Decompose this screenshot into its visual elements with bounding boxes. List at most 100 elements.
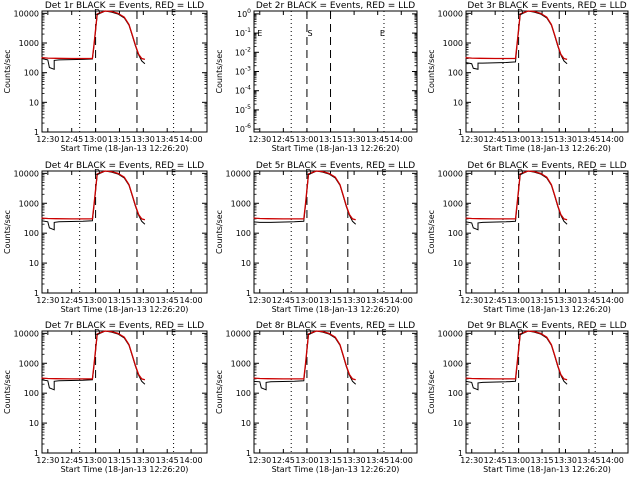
x-tick-label: 12:45	[272, 135, 295, 144]
x-tick-label: 13:30	[343, 456, 366, 465]
events-series-line	[253, 330, 357, 391]
y-tick-label: 10	[241, 259, 251, 268]
y-tick-label: 1000	[443, 359, 463, 368]
x-tick-label: 13:15	[531, 135, 554, 144]
x-tick-label: 13:45	[366, 135, 389, 144]
marker-label: D	[517, 8, 523, 17]
y-tick-label: 100	[24, 69, 39, 78]
x-tick-label: 12:30	[460, 456, 483, 465]
x-tick-label: 14:00	[601, 296, 624, 305]
x-tick-label: 14:00	[390, 135, 413, 144]
y-axis-label: Counts/sec	[215, 210, 224, 254]
chart-panel-9: Det 9r BLACK = Events, RED = LLD Counts/s…	[427, 321, 629, 474]
chart-panel-5: Det 5r BLACK = Events, RED = LLD Counts/s…	[215, 161, 418, 314]
y-tick-label: 10	[29, 259, 39, 268]
x-tick-label: 13:30	[343, 135, 366, 144]
x-tick-label: 14:00	[180, 456, 203, 465]
y-tick-label: 10-2	[235, 46, 251, 57]
x-tick-label: 14:00	[601, 456, 624, 465]
events-series-line	[465, 10, 568, 70]
y-tick-label: 10000	[438, 9, 463, 18]
y-tick-label: 1000	[19, 359, 39, 368]
x-axis-label: Start Time (18-Jan-13 12:26:20)	[483, 144, 611, 153]
y-tick-label: 100	[448, 69, 463, 78]
x-tick-label: 12:45	[484, 296, 507, 305]
y-tick-label: 100	[237, 8, 251, 19]
chart-panel-4: Det 4r BLACK = Events, RED = LLD Counts/s…	[3, 161, 208, 314]
y-tick-label: 10-1	[235, 27, 251, 38]
x-tick-label: 13:45	[577, 296, 600, 305]
chart-panel-7: Det 7r BLACK = Events, RED = LLD Counts/s…	[3, 321, 208, 474]
x-tick-label: 12:30	[36, 296, 59, 305]
y-tick-label: 100	[24, 389, 39, 398]
x-tick-label: 14:00	[180, 135, 203, 144]
y-tick-label: 100	[236, 229, 251, 238]
x-tick-label: 14:00	[390, 456, 413, 465]
x-tick-label: 12:45	[272, 296, 295, 305]
x-tick-label: 13:00	[507, 135, 530, 144]
marker-label: E	[380, 29, 385, 38]
lld-series-line	[41, 10, 146, 61]
y-tick-label: 10000	[226, 329, 251, 338]
y-tick-label: 10-6	[235, 123, 251, 134]
plot-frame	[41, 170, 208, 294]
x-tick-label: 13:45	[577, 456, 600, 465]
y-tick-label: 10000	[226, 169, 251, 178]
x-axis-label: Start Time (18-Jan-13 12:26:20)	[61, 144, 189, 153]
y-tick-label: 1000	[443, 39, 463, 48]
x-tick-label: 12:45	[484, 456, 507, 465]
x-axis-label: Start Time (18-Jan-13 12:26:20)	[61, 305, 189, 314]
lld-series-line	[41, 170, 146, 221]
y-axis-label: Counts/sec	[427, 49, 436, 93]
marker-label: E	[381, 168, 386, 177]
y-tick-label: 1	[246, 289, 251, 298]
x-tick-label: 12:30	[460, 296, 483, 305]
plot-frame	[465, 330, 629, 454]
events-series-line	[41, 10, 146, 71]
y-tick-label: 10	[453, 98, 463, 107]
lld-series-line	[253, 330, 356, 381]
x-tick-label: 13:30	[132, 135, 155, 144]
marker-label: E	[171, 328, 176, 337]
x-tick-label: 13:00	[295, 296, 318, 305]
marker-label: E	[381, 328, 386, 337]
y-tick-label: 10-5	[235, 104, 251, 115]
lld-series-line	[465, 170, 568, 221]
y-tick-label: 1	[34, 289, 39, 298]
marker-label: D	[517, 328, 523, 337]
y-axis-label: Counts/sec	[3, 49, 12, 93]
chart-panel-6: Det 6r BLACK = Events, RED = LLD Counts/s…	[427, 161, 629, 314]
y-tick-label: 100	[448, 389, 463, 398]
x-axis-label: Start Time (18-Jan-13 12:26:20)	[272, 144, 400, 153]
x-tick-label: 13:30	[343, 296, 366, 305]
marker-label: S	[308, 29, 313, 38]
x-tick-label: 13:45	[366, 456, 389, 465]
y-axis-label: Counts/sec	[215, 370, 224, 414]
x-tick-label: 13:15	[108, 296, 131, 305]
x-tick-label: 13:00	[84, 135, 107, 144]
lld-series-line	[465, 10, 568, 61]
lld-series-line	[41, 330, 146, 381]
y-tick-label: 1	[34, 449, 39, 458]
marker-label: E	[593, 168, 598, 177]
x-tick-label: 12:45	[60, 296, 83, 305]
y-tick-label: 10000	[14, 9, 39, 18]
y-tick-label: 100	[236, 389, 251, 398]
marker-label: E	[257, 29, 262, 38]
chart-title: Det 8r BLACK = Events, RED = LLD	[256, 321, 415, 331]
y-tick-label: 1000	[19, 39, 39, 48]
y-axis-label: Counts/sec	[427, 210, 436, 254]
lld-series-line	[253, 170, 356, 221]
marker-label: D	[94, 168, 100, 177]
x-tick-label: 13:30	[554, 296, 577, 305]
x-tick-label: 12:45	[60, 135, 83, 144]
x-tick-label: 13:15	[108, 135, 131, 144]
marker-label: E	[593, 328, 598, 337]
marker-label: D	[305, 168, 311, 177]
x-tick-label: 12:30	[36, 456, 59, 465]
x-tick-label: 13:45	[577, 135, 600, 144]
events-series-line	[41, 170, 146, 231]
x-tick-label: 14:00	[390, 296, 413, 305]
y-tick-label: 1	[458, 449, 463, 458]
